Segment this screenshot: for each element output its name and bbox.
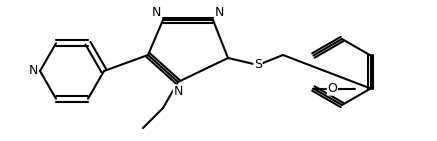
Text: N: N [173,85,183,98]
Text: N: N [215,6,224,19]
Text: N: N [152,6,161,19]
Text: N: N [29,64,38,78]
Text: S: S [254,59,262,71]
Text: O: O [327,82,337,95]
